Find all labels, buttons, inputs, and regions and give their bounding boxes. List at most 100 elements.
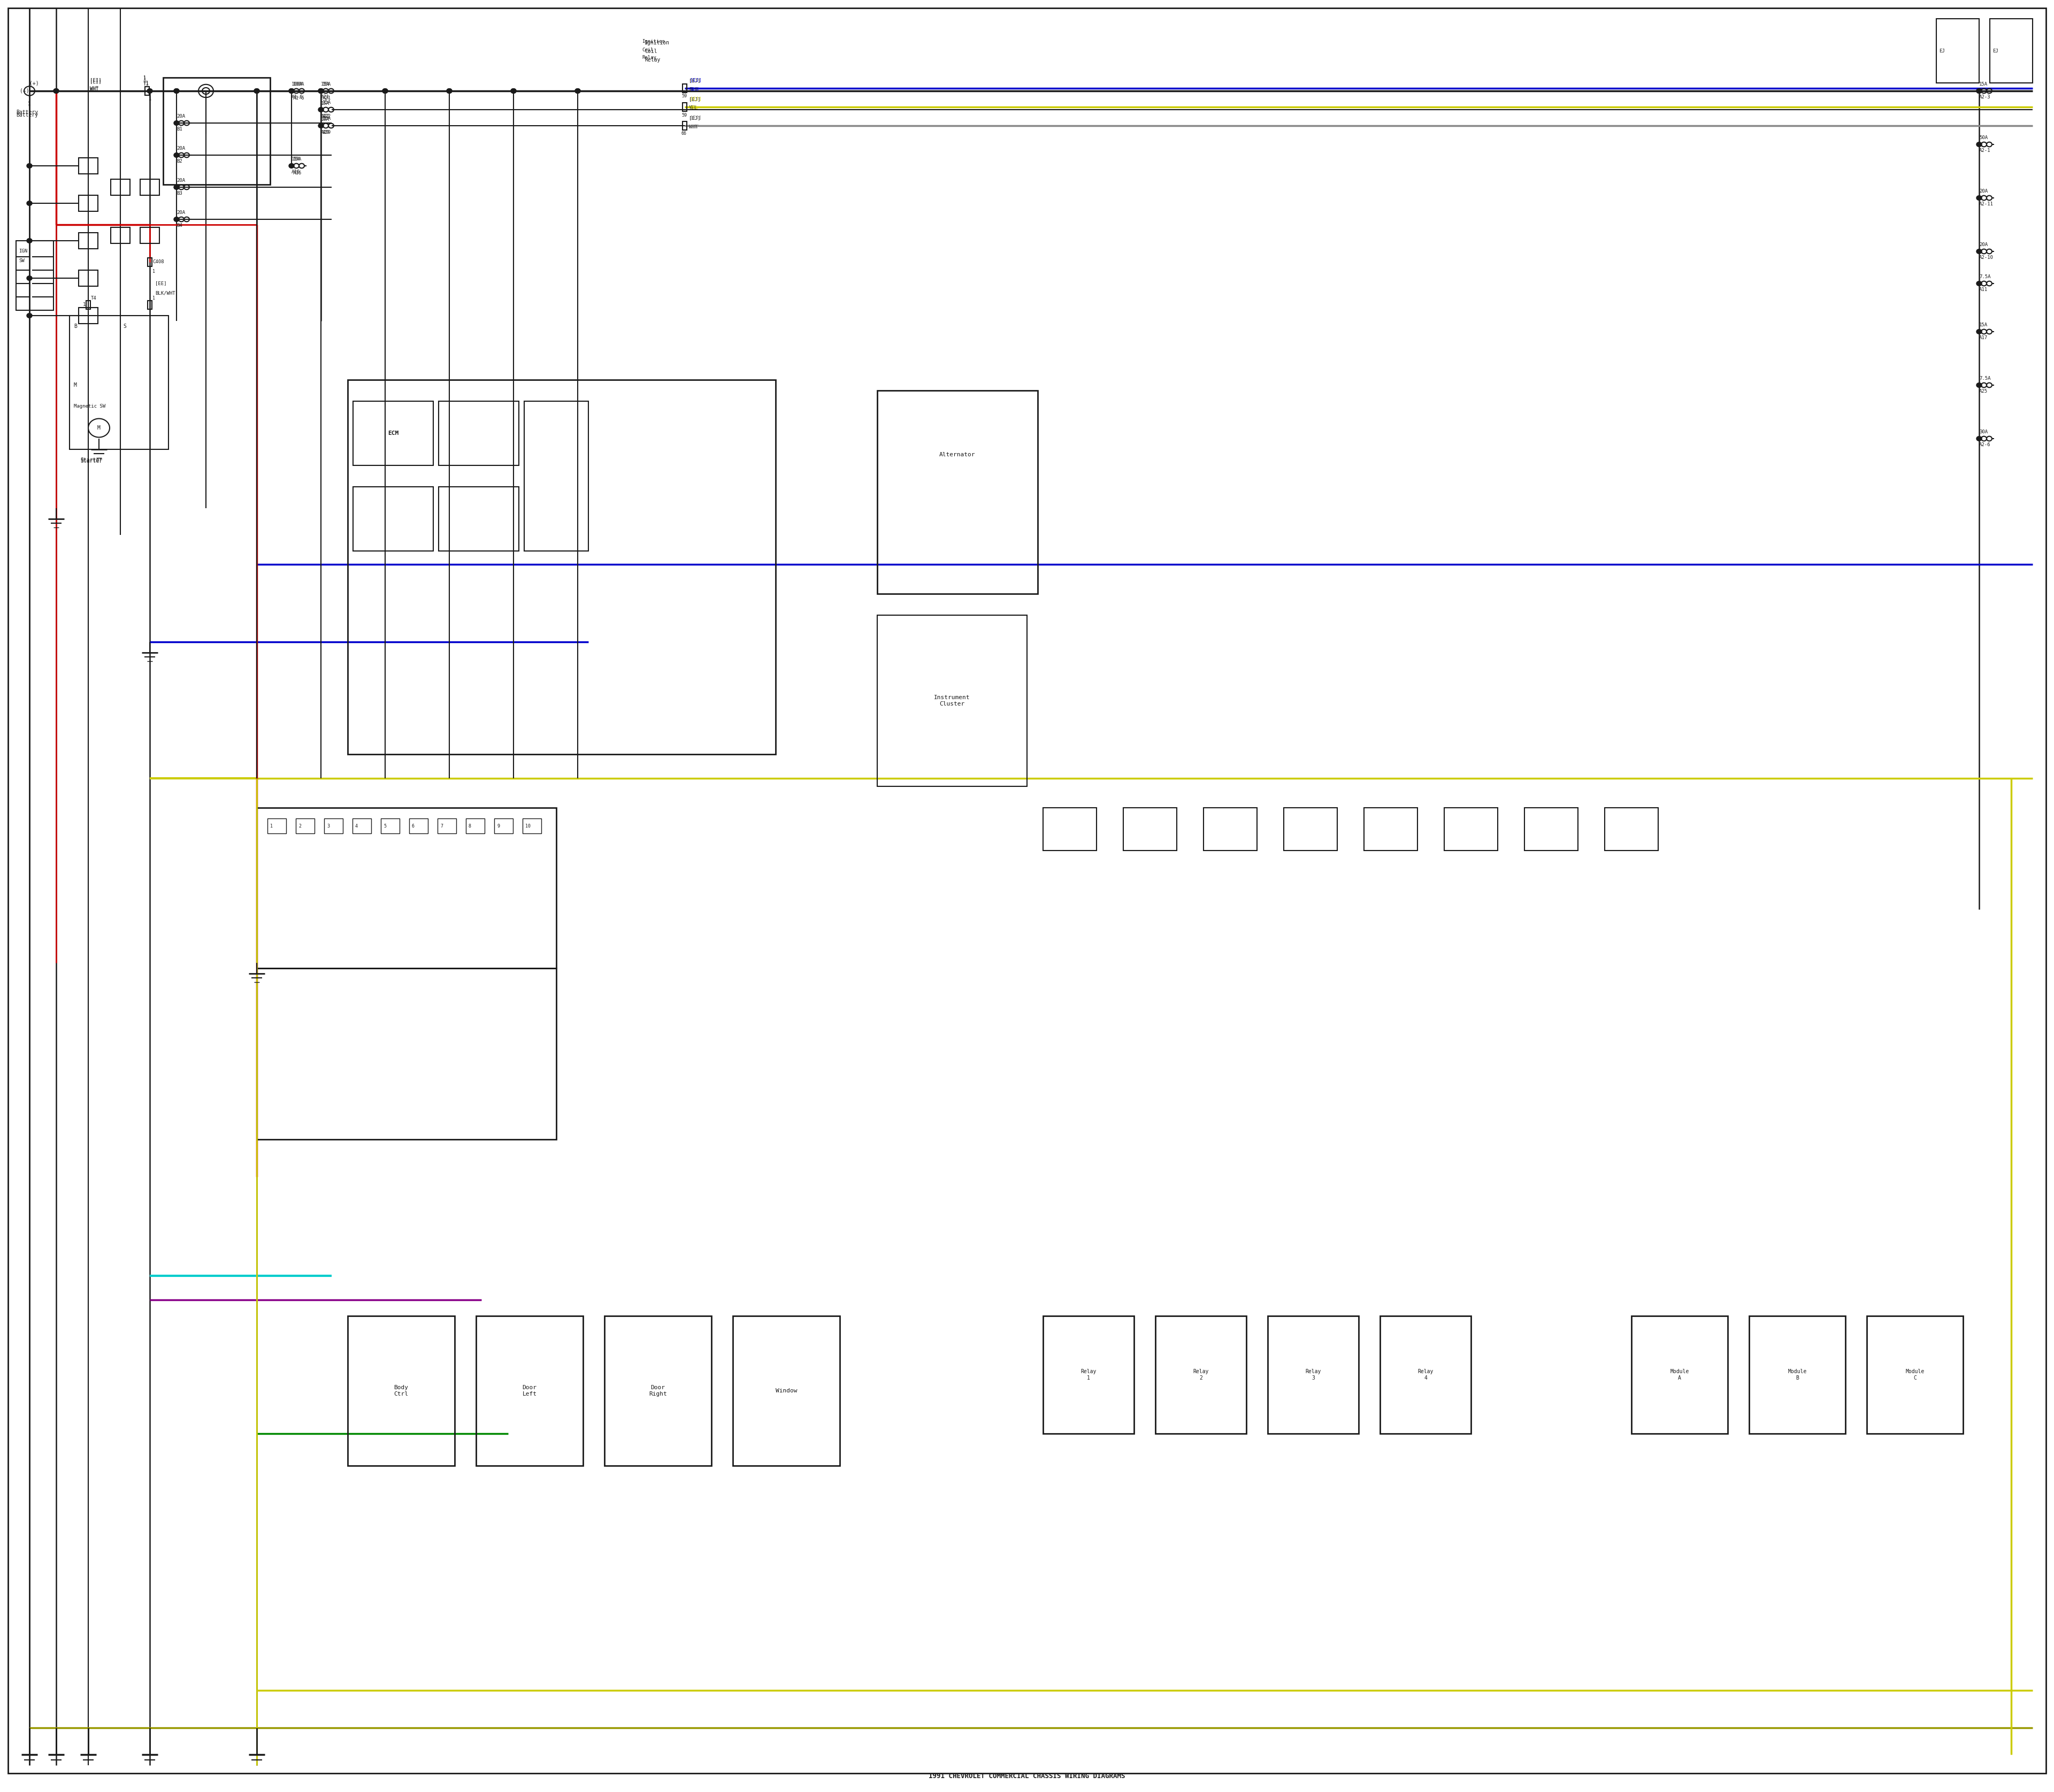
- Circle shape: [290, 88, 294, 93]
- Text: 15A: 15A: [320, 82, 329, 88]
- Text: A11: A11: [1980, 287, 1988, 292]
- Circle shape: [1976, 249, 1982, 254]
- Text: A17: A17: [1980, 335, 1988, 340]
- Bar: [16, 240, 53, 310]
- Text: Ignition: Ignition: [641, 39, 665, 45]
- Circle shape: [175, 88, 179, 93]
- Text: 1: 1: [144, 77, 146, 82]
- Text: 10A: 10A: [320, 116, 329, 122]
- Bar: [267, 819, 286, 833]
- Circle shape: [175, 88, 179, 93]
- Text: B2: B2: [177, 159, 183, 163]
- Text: YEL: YEL: [688, 106, 698, 111]
- Circle shape: [1976, 195, 1982, 201]
- Text: Door
Left: Door Left: [522, 1385, 536, 1396]
- Circle shape: [255, 88, 259, 93]
- Bar: [466, 819, 485, 833]
- Circle shape: [1976, 281, 1982, 287]
- Text: A22: A22: [320, 113, 329, 118]
- Bar: [148, 301, 152, 310]
- Text: S: S: [123, 324, 125, 330]
- Bar: [1750, 1315, 1844, 1434]
- Text: 50A: 50A: [1980, 136, 1988, 140]
- Text: T4: T4: [90, 296, 97, 301]
- Text: B3: B3: [177, 192, 183, 195]
- Text: IGN: IGN: [18, 249, 27, 253]
- Bar: [604, 1315, 711, 1466]
- Text: 15A: 15A: [320, 100, 329, 106]
- Bar: [148, 258, 152, 267]
- Text: 1: 1: [29, 100, 31, 106]
- Text: 59: 59: [682, 93, 686, 99]
- Text: 7.5A: 7.5A: [1980, 376, 1990, 382]
- Bar: [1937, 18, 1980, 82]
- Bar: [140, 228, 160, 244]
- Text: [EI]: [EI]: [90, 79, 101, 84]
- Text: A2-3: A2-3: [1980, 95, 1990, 100]
- Text: A29: A29: [320, 129, 329, 134]
- Circle shape: [175, 217, 179, 222]
- Circle shape: [27, 276, 33, 281]
- Text: 3: 3: [327, 824, 329, 828]
- Text: Module
C: Module C: [1906, 1369, 1925, 1380]
- Text: 15A: 15A: [322, 100, 331, 106]
- Bar: [477, 1315, 583, 1466]
- Bar: [1284, 808, 1337, 851]
- Bar: [438, 819, 456, 833]
- Text: ECM: ECM: [388, 430, 398, 435]
- Bar: [733, 1315, 840, 1466]
- Bar: [1631, 1315, 1727, 1434]
- Text: [EI]: [EI]: [90, 77, 101, 82]
- Text: 1: 1: [144, 75, 146, 81]
- Text: 20A: 20A: [1980, 190, 1988, 194]
- Text: 100A: 100A: [292, 82, 304, 88]
- Bar: [1043, 1315, 1134, 1434]
- Text: A22: A22: [322, 115, 331, 118]
- Circle shape: [255, 88, 259, 93]
- Text: [EJ]: [EJ]: [690, 97, 702, 102]
- Bar: [353, 819, 372, 833]
- Circle shape: [575, 88, 581, 93]
- Bar: [146, 86, 150, 95]
- Text: B: B: [74, 324, 76, 330]
- Text: Relay: Relay: [645, 57, 659, 63]
- Circle shape: [1976, 383, 1982, 387]
- Bar: [257, 968, 557, 1140]
- Bar: [877, 391, 1037, 593]
- Bar: [1380, 1315, 1471, 1434]
- Text: [EJ]: [EJ]: [688, 79, 700, 82]
- Bar: [78, 158, 99, 174]
- Text: 1: 1: [29, 102, 31, 108]
- Bar: [495, 819, 514, 833]
- Text: [EJ]: [EJ]: [688, 116, 700, 120]
- Bar: [1364, 808, 1417, 851]
- Text: WHT: WHT: [690, 124, 698, 129]
- Text: 15A: 15A: [1980, 323, 1988, 328]
- Circle shape: [148, 88, 152, 93]
- Circle shape: [318, 88, 325, 93]
- Bar: [296, 819, 314, 833]
- Bar: [1204, 808, 1257, 851]
- Text: 1: 1: [148, 97, 152, 102]
- Circle shape: [511, 88, 516, 93]
- Circle shape: [382, 88, 388, 93]
- Text: Module
A: Module A: [1670, 1369, 1688, 1380]
- Text: Body
Ctrl: Body Ctrl: [394, 1385, 409, 1396]
- Text: A25: A25: [1980, 389, 1988, 394]
- Text: Starter: Starter: [80, 457, 103, 462]
- Bar: [1867, 1315, 1964, 1434]
- Circle shape: [318, 108, 325, 111]
- Bar: [877, 615, 1027, 787]
- Bar: [347, 1315, 454, 1466]
- Text: 5: 5: [384, 824, 386, 828]
- Bar: [1604, 808, 1658, 851]
- Text: A1-6: A1-6: [292, 95, 304, 100]
- Circle shape: [446, 88, 452, 93]
- Circle shape: [27, 314, 33, 317]
- Text: A29: A29: [322, 131, 331, 134]
- Bar: [409, 819, 427, 833]
- Text: 1991 CHEVROLET COMMERCIAL CHASSIS WIRING DIAGRAMS: 1991 CHEVROLET COMMERCIAL CHASSIS WIRING…: [928, 1772, 1126, 1779]
- Text: 15A: 15A: [322, 82, 331, 86]
- Circle shape: [318, 88, 325, 93]
- Text: 1: 1: [152, 296, 156, 301]
